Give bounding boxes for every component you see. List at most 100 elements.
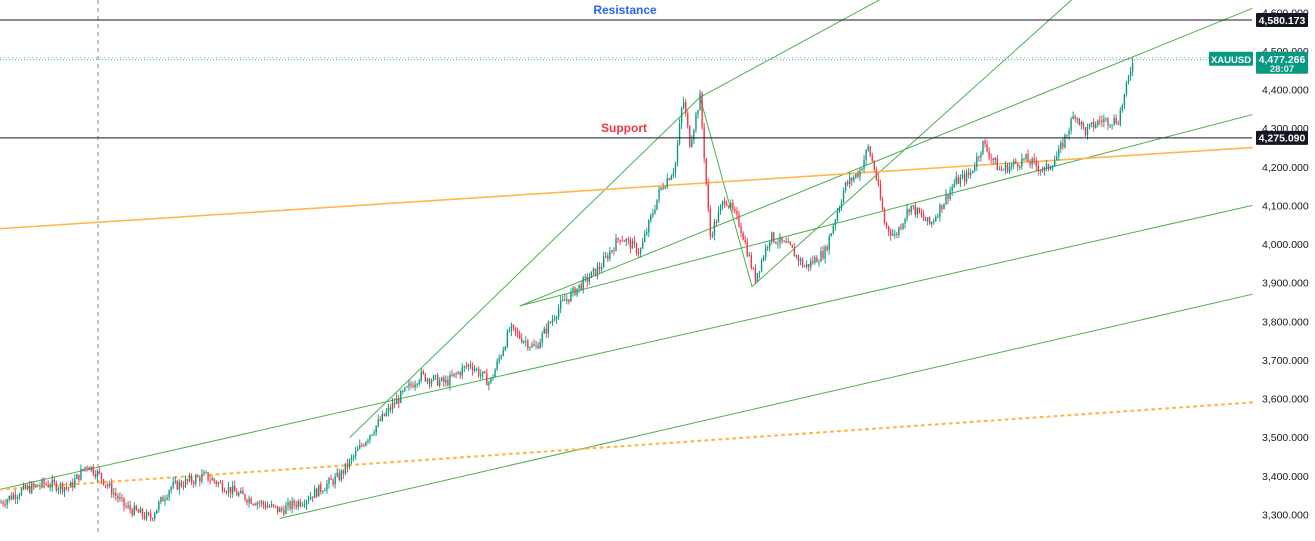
candle-body	[857, 173, 859, 177]
candle-body	[793, 247, 796, 257]
candle-body	[670, 175, 673, 180]
candle-body	[414, 384, 416, 388]
candle-body	[541, 333, 543, 343]
candle-body	[145, 512, 148, 519]
candle-body	[8, 495, 10, 500]
candle-body	[371, 434, 373, 436]
candle-body	[117, 495, 119, 499]
trendline-5[interactable]	[699, 96, 753, 288]
candle-body	[834, 220, 837, 226]
candle-body	[100, 472, 103, 480]
candle-body	[1056, 156, 1058, 161]
candle-body	[1101, 120, 1103, 123]
candle-body	[799, 259, 802, 262]
candle-body	[41, 479, 43, 487]
candle-body	[277, 506, 279, 513]
candle-body	[152, 518, 154, 520]
candle-body	[408, 383, 410, 387]
candle-body	[557, 308, 560, 317]
candle-body	[879, 183, 882, 200]
candle-body	[285, 505, 287, 515]
candle-body	[619, 239, 621, 241]
candle-body	[734, 209, 736, 211]
candle-body	[348, 459, 351, 468]
candle-body	[711, 235, 714, 237]
candle-body	[193, 482, 195, 484]
candle-body	[205, 472, 207, 474]
candle-body	[994, 158, 996, 161]
candle-body	[43, 479, 45, 484]
candle-body	[559, 300, 562, 309]
candle-body	[149, 514, 152, 519]
candle-body	[842, 190, 845, 202]
candle-body	[357, 448, 359, 451]
trendline-0[interactable]	[0, 204, 1253, 490]
candle-body	[703, 126, 705, 159]
trendline-8[interactable]	[0, 146, 1253, 230]
candle-body	[203, 472, 205, 475]
candle-body	[484, 371, 486, 374]
level-price-tag-text: 4,580.173	[1259, 15, 1306, 27]
trendline-9[interactable]	[0, 401, 1254, 491]
candle-body	[947, 194, 949, 199]
candle-body	[258, 502, 260, 504]
trendline-1[interactable]	[279, 293, 1253, 519]
candle-body	[695, 114, 697, 130]
candle-body	[129, 505, 131, 510]
candle-body	[771, 232, 773, 242]
candle-body	[756, 273, 759, 282]
candle-body	[588, 277, 591, 282]
candle-body	[445, 379, 447, 383]
candle-body	[1121, 105, 1124, 111]
candle-body	[672, 172, 675, 176]
trendline-4[interactable]	[751, 0, 1075, 288]
candle-body	[941, 204, 943, 210]
candle-body	[758, 271, 761, 274]
candle-body	[818, 261, 820, 263]
candle-body	[767, 247, 769, 249]
y-tick-label: 3,300.000	[1262, 510, 1309, 522]
candle-body	[1107, 118, 1109, 126]
candle-body	[1058, 148, 1060, 157]
candle-body	[211, 478, 213, 481]
candle-body	[680, 107, 683, 124]
candle-body	[402, 390, 404, 392]
candle-body	[283, 509, 285, 515]
candle-body	[154, 513, 156, 519]
candle-body	[1004, 164, 1007, 170]
candle-body	[1017, 163, 1019, 167]
trendline-7[interactable]	[519, 7, 1253, 307]
candle-body	[648, 220, 650, 233]
candle-body	[1074, 116, 1076, 119]
y-tick-label: 4,000.000	[1262, 239, 1309, 251]
candle-body	[537, 345, 539, 349]
candle-body	[244, 494, 246, 500]
candle-body	[195, 476, 197, 484]
candle-body	[94, 474, 96, 477]
candle-body	[976, 156, 978, 167]
candle-body	[90, 466, 92, 471]
candle-body	[313, 488, 316, 498]
candle-body	[740, 226, 742, 233]
candle-body	[363, 445, 365, 447]
candle-body	[521, 338, 523, 343]
candle-body	[106, 484, 109, 486]
candle-body	[723, 201, 726, 204]
candle-body	[441, 377, 443, 381]
candle-body	[1111, 124, 1113, 126]
candle-body	[33, 483, 35, 486]
trendline-3[interactable]	[699, 0, 885, 98]
candle-body	[523, 341, 525, 343]
candle-body	[933, 220, 935, 222]
symbol-tag[interactable]	[1209, 51, 1253, 66]
candle-body	[988, 151, 990, 158]
candle-body	[717, 211, 720, 223]
candle-body	[676, 144, 679, 163]
candle-body	[494, 369, 496, 378]
trendline-6[interactable]	[349, 96, 701, 438]
candle-body	[795, 255, 798, 257]
trendline-2[interactable]	[519, 114, 1253, 307]
candle-body	[342, 470, 345, 474]
